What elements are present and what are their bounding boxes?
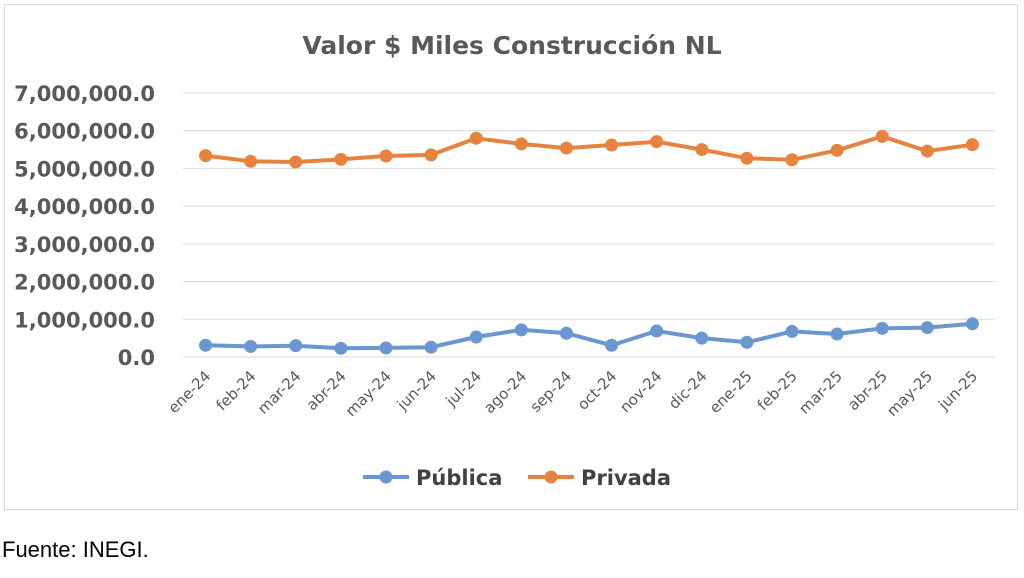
data-point xyxy=(559,141,573,155)
series-1 xyxy=(199,129,979,169)
y-tick-label: 2,000,000.0 xyxy=(14,271,155,295)
legend: Pública Privada xyxy=(363,466,671,490)
data-point xyxy=(289,155,303,169)
data-point xyxy=(379,341,393,355)
gridlines xyxy=(183,92,995,358)
line-chart: Valor $ Miles Construcción NL 0.0 1,000,0… xyxy=(14,31,995,490)
x-tick-label: mar-25 xyxy=(795,367,846,418)
series-0 xyxy=(199,317,979,355)
source-note: Fuente: INEGI. xyxy=(2,537,149,562)
data-point xyxy=(514,323,528,337)
y-axis-ticks: 0.0 1,000,000.0 2,000,000.0 3,000,000.0 4,00… xyxy=(14,82,155,370)
series-lines xyxy=(199,129,979,355)
y-tick-label: 6,000,000.0 xyxy=(14,120,155,144)
x-tick-label: jun-24 xyxy=(393,367,440,414)
data-point xyxy=(875,321,889,335)
x-tick-label: ene-25 xyxy=(706,367,756,417)
x-tick-label: oct-24 xyxy=(574,367,621,414)
data-point xyxy=(244,339,258,353)
data-point xyxy=(875,129,889,143)
y-tick-label: 5,000,000.0 xyxy=(14,157,155,181)
series-line xyxy=(205,134,973,164)
data-point xyxy=(785,324,799,338)
data-point xyxy=(830,143,844,157)
y-tick-label: 0.0 xyxy=(118,346,155,370)
data-point xyxy=(199,338,213,352)
y-tick-label: 4,000,000.0 xyxy=(14,195,155,219)
data-point xyxy=(199,149,213,163)
x-tick-label: feb-25 xyxy=(754,367,801,414)
x-tick-label: feb-24 xyxy=(212,367,259,414)
x-tick-label: mar-24 xyxy=(254,367,305,418)
chart-frame: Valor $ Miles Construcción NL 0.0 1,000,0… xyxy=(4,4,1018,510)
legend-entry: Privada xyxy=(528,466,671,490)
legend-swatch-marker xyxy=(379,470,393,484)
x-tick-label: jun-25 xyxy=(934,367,981,414)
data-point xyxy=(695,143,709,157)
y-tick-label: 3,000,000.0 xyxy=(14,233,155,257)
data-point xyxy=(740,151,754,165)
y-tick-label: 1,000,000.0 xyxy=(14,308,155,332)
x-tick-label: ene-24 xyxy=(165,367,215,417)
data-point xyxy=(469,131,483,145)
data-point xyxy=(650,135,664,149)
data-point xyxy=(740,335,754,349)
legend-swatch-marker xyxy=(544,470,558,484)
x-tick-label: may-25 xyxy=(883,367,936,420)
data-point xyxy=(514,137,528,151)
y-tick-label: 7,000,000.0 xyxy=(14,82,155,106)
series-line xyxy=(205,321,973,351)
data-point xyxy=(920,144,934,158)
legend-label: Pública xyxy=(416,466,502,490)
data-point xyxy=(334,152,348,166)
x-tick-label: nov-24 xyxy=(616,367,665,416)
data-point xyxy=(920,321,934,335)
data-point xyxy=(244,154,258,168)
legend-label: Privada xyxy=(581,466,671,490)
x-tick-label: jul-24 xyxy=(442,367,485,410)
data-point xyxy=(334,341,348,355)
data-point xyxy=(424,148,438,162)
x-tick-label: ago-24 xyxy=(480,367,530,417)
data-point xyxy=(605,138,619,152)
data-point xyxy=(559,326,573,340)
data-point xyxy=(605,338,619,352)
data-point xyxy=(830,327,844,341)
x-tick-label: sep-24 xyxy=(526,367,575,416)
data-point xyxy=(695,331,709,345)
data-point xyxy=(469,330,483,344)
data-point xyxy=(965,138,979,152)
data-point xyxy=(785,153,799,167)
chart-title: Valor $ Miles Construcción NL xyxy=(302,31,721,60)
legend-entry: Pública xyxy=(363,466,502,490)
data-point xyxy=(379,149,393,163)
x-tick-label: may-24 xyxy=(342,367,395,420)
data-point xyxy=(650,324,664,338)
data-point xyxy=(289,339,303,353)
data-point xyxy=(424,340,438,354)
data-point xyxy=(965,317,979,331)
x-tick-label: dic-24 xyxy=(665,367,711,413)
